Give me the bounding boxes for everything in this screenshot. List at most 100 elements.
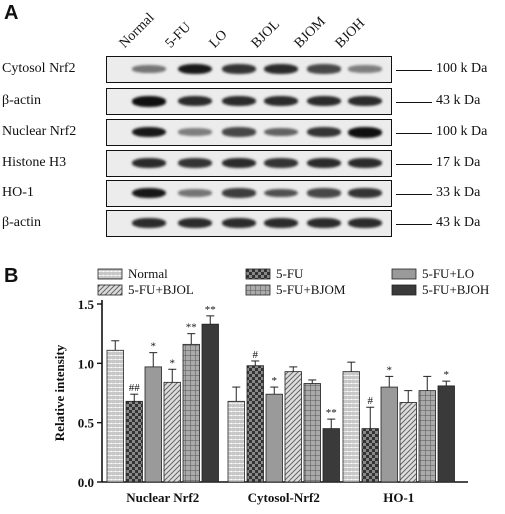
blot-band [222, 64, 256, 74]
blot-band [264, 217, 298, 229]
y-axis-title: Relative intensity [52, 344, 67, 441]
bar [437, 385, 455, 483]
x-category-label: Cytosol-Nrf2 [248, 490, 320, 505]
blot-band [178, 63, 212, 75]
kda-marker-line [396, 101, 432, 103]
significance-mark: ** [186, 322, 197, 334]
legend-swatch [391, 284, 417, 296]
kda-label: 100 k Da [436, 61, 488, 76]
legend-swatch [97, 284, 123, 296]
blot-strip [106, 210, 392, 237]
blot-band [222, 188, 256, 198]
blot-strip [106, 56, 392, 83]
blot-label: β-actin [2, 93, 41, 108]
blot-band [348, 157, 382, 169]
kda-marker-line [396, 223, 432, 225]
blot-band [307, 95, 341, 107]
blot-band [132, 217, 166, 229]
bar [418, 390, 436, 483]
blot-band [264, 158, 298, 168]
blot-band [178, 158, 212, 168]
legend-label: 5-FU+BJOM [276, 282, 346, 297]
bar [182, 343, 200, 483]
blot-band [222, 217, 256, 229]
legend-label: Normal [128, 266, 168, 281]
blot-band [348, 217, 382, 229]
blot-label: Nuclear Nrf2 [2, 124, 77, 139]
lane-label: BJOL [248, 17, 283, 52]
blot-band [307, 217, 341, 229]
blot-band [264, 127, 298, 137]
significance-mark: * [444, 369, 450, 381]
legend-label: 5-FU [276, 266, 304, 281]
blot-band [222, 127, 256, 137]
blot-band [132, 187, 166, 199]
x-category-label: HO-1 [383, 490, 414, 505]
bar-chart: Normal 5-FU 5-FU+LO 5-FU+BJOL 5-FU+BJOM 5-FU+… [52, 266, 489, 505]
legend-label: 5-FU+LO [422, 266, 474, 281]
blot-band [132, 126, 166, 138]
kda-label: 43 k Da [436, 93, 481, 108]
panel-a-letter: A [4, 2, 19, 24]
bar [144, 366, 162, 483]
panel-b-letter: B [4, 265, 19, 287]
kda-label: 100 k Da [436, 124, 488, 139]
kda-marker-line [396, 132, 432, 134]
blot-band [132, 65, 166, 73]
blot-strip [106, 119, 392, 146]
y-tick-label: 0.0 [78, 475, 94, 490]
lane-label: 5-FU [162, 19, 195, 52]
bar [106, 349, 124, 483]
bar [201, 323, 219, 483]
bar [163, 381, 181, 483]
lane-label: BJOH [332, 15, 369, 52]
x-category-label: Nuclear Nrf2 [126, 490, 199, 505]
blot-band [307, 188, 341, 198]
blot-band [264, 95, 298, 107]
blot-strip [106, 88, 392, 115]
significance-mark: * [170, 357, 176, 369]
blot-band [132, 157, 166, 169]
blot-label: Histone H3 [2, 155, 67, 170]
lane-label: BJOM [291, 14, 329, 52]
bar [303, 383, 321, 483]
legend-swatch [245, 268, 271, 280]
legend-swatch [245, 284, 271, 296]
significance-mark: # [253, 349, 259, 361]
legend-label: 5-FU+BJOL [128, 282, 194, 297]
kda-label: 17 k Da [436, 155, 481, 170]
blot-band [348, 95, 382, 107]
legend-swatch [391, 268, 417, 280]
bar [399, 402, 417, 483]
blot-strip [106, 180, 392, 207]
legend-swatch [97, 268, 123, 280]
significance-mark: * [272, 375, 278, 387]
blot-label: HO-1 [2, 185, 34, 200]
bar [246, 365, 264, 483]
kda-marker-line [396, 69, 432, 71]
kda-label: 33 k Da [436, 185, 481, 200]
blot-band [348, 126, 382, 138]
blot-band [348, 188, 382, 198]
blot-strip [106, 150, 392, 177]
blot-label: β-actin [2, 215, 41, 230]
lane-label: Normal [116, 10, 158, 52]
blot-band [178, 217, 212, 229]
kda-marker-line [396, 193, 432, 195]
legend-label: 5-FU+BJOH [422, 282, 489, 297]
blot-band [307, 157, 341, 169]
bar [342, 371, 360, 483]
bar [227, 400, 245, 483]
blot-band [348, 65, 382, 73]
kda-label: 43 k Da [436, 215, 481, 230]
lane-label: LO [206, 27, 231, 52]
bar [361, 428, 379, 483]
significance-mark: # [368, 395, 374, 407]
bar [125, 400, 143, 483]
bar [284, 371, 302, 483]
blot-band [264, 188, 298, 198]
significance-mark: ## [129, 382, 141, 394]
significance-mark: * [151, 341, 157, 353]
blot-band [264, 63, 298, 75]
bar [265, 393, 283, 483]
